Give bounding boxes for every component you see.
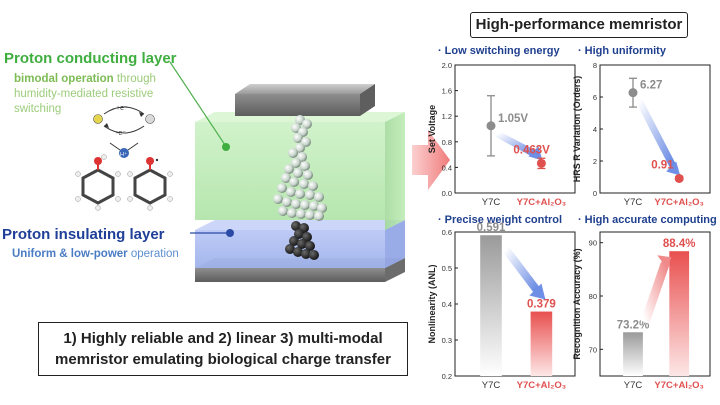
chart-3-ytick-label: 0.3 xyxy=(442,336,452,345)
chart-2-ytick-label: 0 xyxy=(593,189,597,198)
chart-4-ytick-label: 90 xyxy=(589,239,597,248)
chart-2-ytick-label: 8 xyxy=(593,61,597,70)
chart-2-point xyxy=(628,88,638,98)
chart-1-xtick-label: Y7C xyxy=(482,197,501,208)
quinone-molecule-right-icon xyxy=(127,157,173,211)
panel-heading-2: · High uniformity xyxy=(578,45,666,57)
chart-4-bar xyxy=(669,251,690,376)
panel-heading-4: · High accurate computing xyxy=(578,214,717,226)
chart-4-ytick-label: 80 xyxy=(589,292,597,301)
caption-box: 1) Highly reliable and 2) linear 3) mult… xyxy=(38,322,408,376)
proton-label: H⁺ xyxy=(120,151,127,158)
quinone-molecule-left-icon xyxy=(75,154,121,211)
proton-insulating-desc: Uniform & low-power operation xyxy=(12,248,179,260)
chart-1-point xyxy=(536,158,546,168)
proton-conducting-title: Proton conducting layer xyxy=(4,50,177,67)
proton-insulating-title: Proton insulating layer xyxy=(2,226,165,243)
chart-3-data-label: 0.379 xyxy=(527,299,556,311)
green-leader-line xyxy=(169,61,226,146)
chart-1-data-label: 0.463V xyxy=(513,144,550,156)
chart-3-xtick-label: Y7C+Al₂O₃ xyxy=(517,380,567,391)
chart-2-ytick-label: 2 xyxy=(593,157,597,166)
chart-2-data-label: 0.91 xyxy=(651,159,674,171)
chart-3-bar xyxy=(480,235,502,376)
minus-electron-label: -e⁻ xyxy=(116,130,126,137)
chart-1-ylabel: Set Voltage xyxy=(427,105,437,153)
chart-1-ytick-label: 0.0 xyxy=(442,189,452,198)
chart-4-frame xyxy=(599,231,711,377)
chart-3-ytick-label: 0.2 xyxy=(442,372,452,381)
chart-1-ytick-label: 0.8 xyxy=(442,138,452,147)
chart-2-ytick-label: 6 xyxy=(593,93,597,102)
chart-1-data-label: 1.05V xyxy=(498,113,528,125)
panel-heading-1: · Low switching energy xyxy=(438,45,560,57)
chart-2-ytick-label: 4 xyxy=(593,125,597,134)
chart-2-trend-arrow-shaft xyxy=(635,99,679,173)
chart-1-ytick-label: 1.2 xyxy=(442,112,452,121)
device-illustration: -e⁻ H⁺ xyxy=(75,61,450,282)
chart-3-ylabel: Nonlinearity (ANL) xyxy=(427,264,437,343)
chart-4-data-label: 73.2% xyxy=(617,319,650,331)
chart-2-ylabel: HRS R Variation (Orders) xyxy=(572,76,582,183)
chart-2-trend-arrow-head xyxy=(666,161,681,176)
chart-4-trend-arrow-head xyxy=(657,255,672,270)
chart-4-data-label: 88.4% xyxy=(663,238,696,250)
chart-3-ytick-label: 0.6 xyxy=(442,228,452,237)
proton-conducting-desc: bimodal operation through humidity-media… xyxy=(14,73,156,115)
top-electrode xyxy=(235,84,375,116)
chart-1-xtick-label: Y7C+Al₂O₃ xyxy=(517,197,567,208)
chart-4-xtick-label: Y7C+Al₂O₃ xyxy=(654,380,704,391)
chart-1-ytick-label: 2.0 xyxy=(442,61,452,70)
big-right-arrow xyxy=(412,130,450,190)
dopant-ion-right-icon xyxy=(145,114,155,124)
chart-4-xtick-label: Y7C xyxy=(624,380,643,391)
chart-3-xtick-label: Y7C xyxy=(482,380,501,391)
chart-3-ytick-label: 0.5 xyxy=(442,264,452,273)
chart-3-trend-arrow-head xyxy=(529,283,546,300)
chart-2-point xyxy=(674,173,684,183)
chart-3-trend-arrow-shaft xyxy=(502,246,543,296)
dopant-ion-left-icon xyxy=(93,114,103,124)
caption-line-2: memristor emulating biological charge tr… xyxy=(55,351,391,368)
chart-2-xtick-label: Y7C xyxy=(624,197,643,208)
reaction-scheme: -e⁻ H⁺ xyxy=(75,106,173,211)
chart-1-ytick-label: 0.4 xyxy=(442,163,452,172)
chart-1-point xyxy=(486,121,496,131)
chart-1-ytick-label: 1.6 xyxy=(442,87,452,96)
caption-line-1: 1) Highly reliable and 2) linear 3) mult… xyxy=(63,330,383,347)
chart-4-ylabel: Recognition Accuracy (%) xyxy=(572,248,582,359)
chart-4-trend-arrow-shaft xyxy=(640,261,670,324)
chart-2-xtick-label: Y7C+Al₂O₃ xyxy=(654,197,704,208)
chart-2-data-label: 6.27 xyxy=(640,80,662,92)
plus-electron-label: +e⁻ xyxy=(116,105,128,112)
chart-4-ytick-label: 70 xyxy=(589,345,597,354)
panel-heading-3: · Precise weight control xyxy=(438,214,563,226)
chart-4-bar xyxy=(623,332,643,376)
green-leader-dot xyxy=(222,143,230,151)
chart-1-frame xyxy=(454,64,576,194)
chart-3-data-label: 0.591 xyxy=(477,222,506,234)
proton-insulating-layer xyxy=(195,220,405,268)
proton-icon xyxy=(119,148,129,158)
chart-3-ytick-label: 0.4 xyxy=(442,300,452,309)
blue-leader-dot xyxy=(226,229,234,237)
conductive-filament xyxy=(273,115,327,260)
chart-1-trend-arrow-shaft xyxy=(495,130,540,159)
chart-1-trend-arrow-head xyxy=(528,146,543,161)
chart-3-frame xyxy=(454,231,576,377)
chart-3-bar xyxy=(530,311,553,376)
right-panel-title: High-performance memristor xyxy=(470,12,688,38)
